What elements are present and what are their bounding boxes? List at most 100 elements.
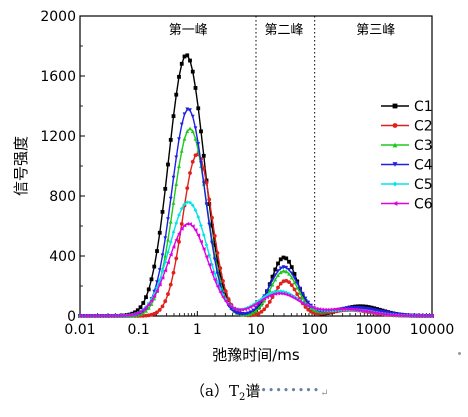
data-point-c6 bbox=[91, 314, 96, 318]
data-point-c2 bbox=[201, 166, 206, 171]
data-point-c1 bbox=[215, 259, 220, 264]
data-point-c6 bbox=[215, 284, 220, 289]
series-line-c5 bbox=[80, 201, 432, 317]
data-point-c6 bbox=[212, 277, 217, 282]
data-point-c2 bbox=[179, 221, 184, 226]
data-point-c2 bbox=[278, 281, 283, 286]
data-point-c1 bbox=[190, 69, 195, 74]
data-point-c1 bbox=[179, 61, 184, 66]
data-point-c3 bbox=[182, 136, 187, 141]
data-point-c4 bbox=[179, 122, 184, 127]
data-point-c6 bbox=[353, 307, 357, 312]
data-point-c4 bbox=[174, 155, 179, 160]
data-point-c6 bbox=[281, 291, 286, 296]
data-point-c4 bbox=[284, 265, 289, 270]
data-point-c5 bbox=[168, 240, 173, 245]
caption-return-mark: ↵ bbox=[320, 388, 329, 399]
data-point-c6 bbox=[89, 314, 93, 318]
data-point-c5 bbox=[163, 260, 168, 265]
data-point-c3 bbox=[270, 282, 275, 287]
data-point-c6 bbox=[182, 223, 187, 228]
legend-marker-c1 bbox=[392, 103, 398, 109]
data-point-c1 bbox=[141, 301, 146, 305]
data-point-c6 bbox=[347, 307, 352, 312]
plot-area: 第一峰 第二峰 第三峰 0.01 0.1 1 10 100 1000 10000 0 400 800 12… bbox=[12, 9, 454, 364]
data-point-c6 bbox=[234, 307, 239, 312]
data-point-c5 bbox=[267, 291, 272, 296]
data-point-c6 bbox=[416, 314, 421, 318]
region-label: 第一峰 bbox=[169, 23, 208, 38]
data-point-c1 bbox=[273, 267, 278, 272]
data-point-c3 bbox=[166, 237, 170, 242]
legend-marker-c3 bbox=[392, 142, 398, 148]
data-point-c6 bbox=[317, 307, 322, 312]
data-point-c6 bbox=[325, 307, 330, 312]
data-point-c6 bbox=[229, 304, 234, 309]
data-point-c5 bbox=[331, 308, 335, 313]
data-point-c2 bbox=[160, 304, 165, 309]
data-point-c3 bbox=[254, 308, 258, 313]
data-point-c6 bbox=[413, 314, 418, 318]
data-point-c6 bbox=[190, 224, 195, 229]
data-point-c5 bbox=[262, 295, 267, 299]
data-point-c4 bbox=[267, 283, 272, 288]
data-point-c2 bbox=[166, 292, 170, 296]
data-point-c6 bbox=[149, 298, 154, 303]
data-point-c1 bbox=[168, 137, 173, 142]
x-tick-label: 0.01 bbox=[64, 322, 95, 338]
legend-marker-c2 bbox=[392, 123, 398, 128]
data-point-c6 bbox=[254, 302, 258, 306]
data-point-c6 bbox=[240, 307, 245, 312]
data-point-c1 bbox=[135, 308, 140, 313]
data-point-c6 bbox=[300, 301, 305, 305]
data-point-c1 bbox=[182, 54, 187, 59]
data-point-c6 bbox=[350, 307, 355, 312]
data-point-c1 bbox=[218, 273, 223, 278]
figure-caption: （a）T2谱••••••••↵ bbox=[190, 380, 329, 403]
data-point-c1 bbox=[289, 265, 294, 270]
data-point-c6 bbox=[322, 307, 327, 312]
data-point-c6 bbox=[221, 295, 225, 299]
data-point-c1 bbox=[223, 292, 228, 297]
data-point-c4 bbox=[204, 202, 209, 207]
data-point-c4 bbox=[196, 142, 201, 146]
data-point-c5 bbox=[199, 223, 203, 228]
data-point-c1 bbox=[157, 230, 162, 235]
data-point-c2 bbox=[185, 186, 190, 190]
legend-marker-c4 bbox=[392, 162, 398, 167]
data-point-c6 bbox=[113, 314, 118, 318]
data-point-c5 bbox=[174, 221, 179, 225]
data-point-c3 bbox=[171, 200, 176, 205]
data-point-c6 bbox=[386, 312, 390, 317]
data-point-c5 bbox=[185, 200, 190, 205]
data-point-c5 bbox=[196, 215, 201, 219]
data-point-c4 bbox=[237, 312, 242, 316]
data-point-c6 bbox=[223, 299, 228, 304]
data-point-c1 bbox=[210, 223, 214, 228]
data-point-c6 bbox=[171, 245, 176, 249]
data-point-c4 bbox=[369, 307, 374, 312]
data-point-c3 bbox=[259, 302, 264, 307]
data-point-c4 bbox=[366, 307, 371, 311]
data-point-c2 bbox=[144, 313, 148, 318]
x-axis-title: 弛豫时间/ms bbox=[212, 346, 300, 364]
data-point-c6 bbox=[122, 313, 126, 318]
data-point-c6 bbox=[276, 291, 280, 296]
data-point-c4 bbox=[245, 311, 250, 316]
data-point-c3 bbox=[278, 270, 283, 275]
data-point-c4 bbox=[157, 268, 162, 272]
data-point-c6 bbox=[199, 239, 203, 244]
data-point-c3 bbox=[287, 271, 291, 276]
data-point-c3 bbox=[177, 164, 181, 169]
data-point-c4 bbox=[240, 312, 245, 317]
data-point-c6 bbox=[100, 314, 104, 318]
data-point-c1 bbox=[281, 255, 286, 260]
data-point-c6 bbox=[160, 275, 165, 280]
data-point-c4 bbox=[163, 236, 168, 241]
data-point-c3 bbox=[179, 148, 184, 153]
data-point-c1 bbox=[160, 209, 165, 214]
data-point-c4 bbox=[193, 126, 198, 131]
data-point-c1 bbox=[199, 129, 203, 134]
legend-label-c1: C1 bbox=[414, 99, 433, 115]
